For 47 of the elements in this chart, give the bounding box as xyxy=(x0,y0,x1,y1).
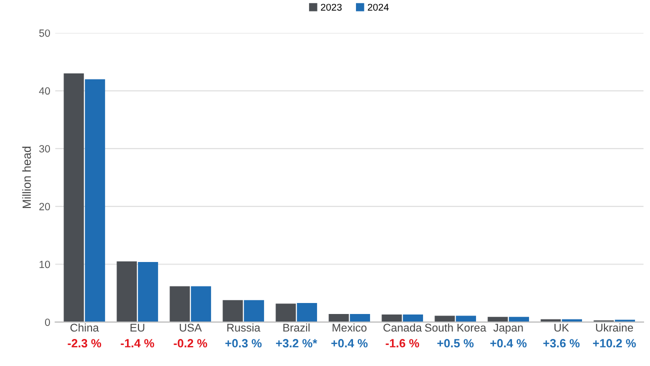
y-tick-label: 10 xyxy=(40,260,50,268)
bar xyxy=(244,300,264,322)
y-tick-label: 0 xyxy=(45,318,50,326)
y-tick-label: 30 xyxy=(39,145,50,152)
bar xyxy=(116,261,137,322)
bar xyxy=(64,73,84,322)
text: +0.3 % xyxy=(225,339,262,348)
x-tick-label: Canada xyxy=(383,323,422,332)
bar xyxy=(276,304,296,322)
y-axis-title: Million head xyxy=(22,146,31,208)
bar xyxy=(434,316,455,322)
bar xyxy=(402,314,424,322)
bar xyxy=(84,79,106,322)
text: +3.2 %* xyxy=(276,339,318,348)
bar xyxy=(382,314,402,322)
text: +0.4 % xyxy=(490,339,527,348)
legend-label: 2024 xyxy=(368,4,389,11)
bar xyxy=(296,302,318,322)
x-tick-label: South Korea xyxy=(424,323,486,332)
x-tick-label: Brazil xyxy=(283,323,310,332)
x-tick-label: UK xyxy=(554,324,569,332)
x-tick-label: EU xyxy=(130,324,144,332)
y-tick-label: 50 xyxy=(39,29,50,37)
text: +0.5 % xyxy=(437,339,474,348)
x-tick-label: USA xyxy=(180,324,202,332)
bar xyxy=(190,286,212,322)
bar xyxy=(170,286,190,322)
text: -1.4 % xyxy=(120,339,154,348)
text: -1.6 % xyxy=(386,339,420,348)
text: +0.4 % xyxy=(331,339,368,348)
x-tick-label: Mexico xyxy=(332,323,367,332)
bar xyxy=(328,314,349,322)
y-tick-label: 20 xyxy=(39,202,50,210)
text: +10.2 % xyxy=(593,339,636,348)
x-tick-label: Ukraine xyxy=(596,323,634,332)
x-tick-label: Japan xyxy=(493,324,523,334)
x-tick-label: Russia xyxy=(227,323,260,332)
bar xyxy=(456,316,476,322)
text: -2.3 % xyxy=(68,339,102,348)
bar xyxy=(222,300,243,322)
bar xyxy=(138,262,158,322)
text: +3.6 % xyxy=(543,339,580,348)
y-tick-label: 40 xyxy=(39,87,50,95)
legend-label: 2023 xyxy=(320,4,342,11)
x-tick-label: China xyxy=(70,323,99,332)
bar xyxy=(350,314,370,322)
text: -0.2 % xyxy=(174,339,208,348)
